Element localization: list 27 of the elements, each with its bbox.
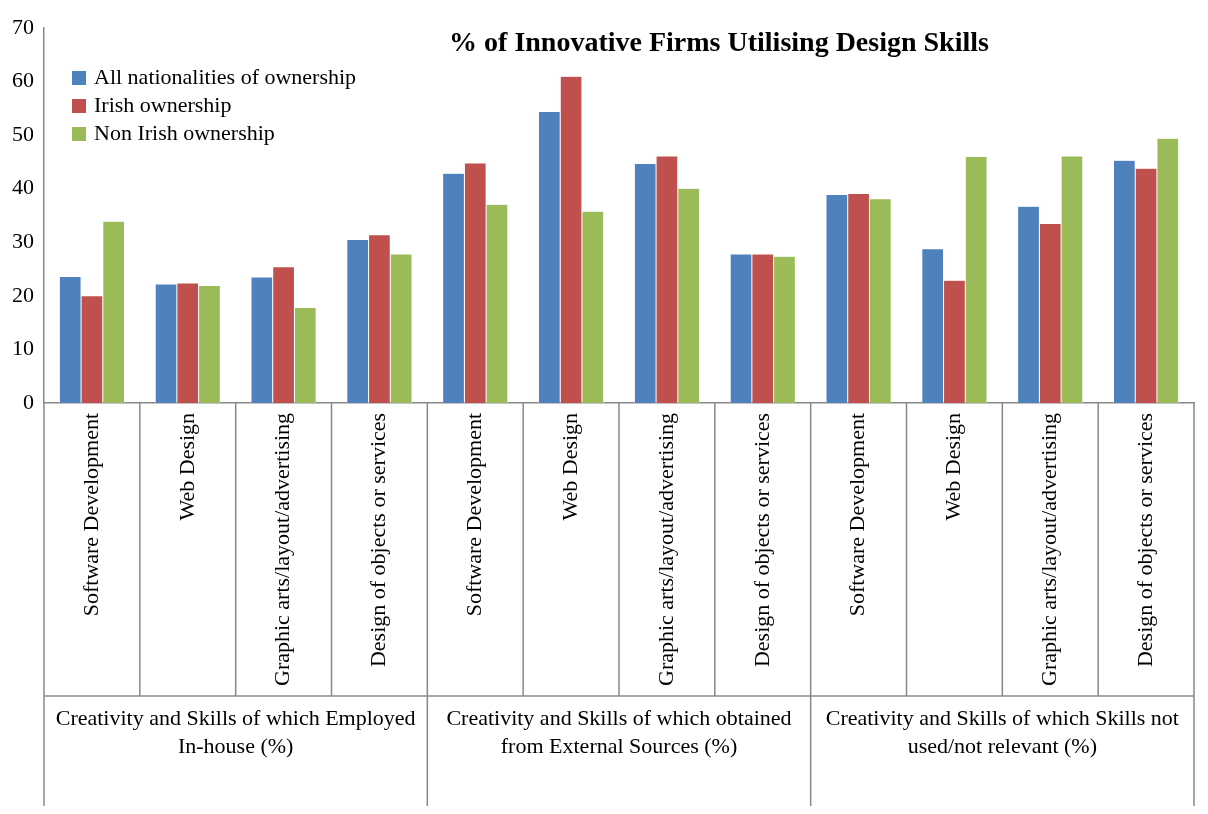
- y-tick-label: 10: [12, 335, 34, 361]
- legend-label: All nationalities of ownership: [94, 63, 357, 89]
- y-tick-label: 0: [23, 388, 34, 414]
- y-tick-label: 70: [12, 13, 34, 39]
- x-tick-label: Software Development: [461, 412, 487, 617]
- x-tick-label: Web Design: [940, 412, 966, 521]
- x-tick-label: Design of objects or services: [748, 412, 774, 668]
- x-tick-label: Graphic arts/layout/advertising: [652, 412, 678, 687]
- text: Creativity and Skills of which Employed In-house (%): [55, 704, 416, 758]
- y-tick-label: 30: [12, 228, 34, 254]
- legend-label: Non Irish ownership: [94, 119, 275, 145]
- y-tick-label: 50: [12, 120, 34, 146]
- x-tick-label: Design of objects or services: [365, 412, 391, 668]
- y-tick-label: 40: [12, 174, 34, 200]
- x-tick-label: Design of objects or services: [1131, 412, 1157, 668]
- legend-label: Irish ownership: [94, 91, 232, 117]
- chart-title: % of Innovative Firms Utilising Design Skills: [449, 26, 990, 58]
- x-tick-label: Software Development: [77, 412, 103, 617]
- x-tick-label: Software Development: [844, 412, 870, 617]
- text: Creativity and Skills of which Skills not used/not relevant (%): [825, 704, 1179, 758]
- text: Creativity and Skills of which obtained from External Sources (%): [446, 704, 792, 758]
- y-tick-label: 60: [12, 67, 34, 93]
- x-tick-label: Web Design: [556, 412, 582, 521]
- x-tick-label: Web Design: [173, 412, 199, 521]
- y-tick-label: 20: [12, 281, 34, 307]
- x-tick-label: Graphic arts/layout/advertising: [269, 412, 295, 687]
- x-tick-label: Graphic arts/layout/advertising: [1036, 412, 1062, 687]
